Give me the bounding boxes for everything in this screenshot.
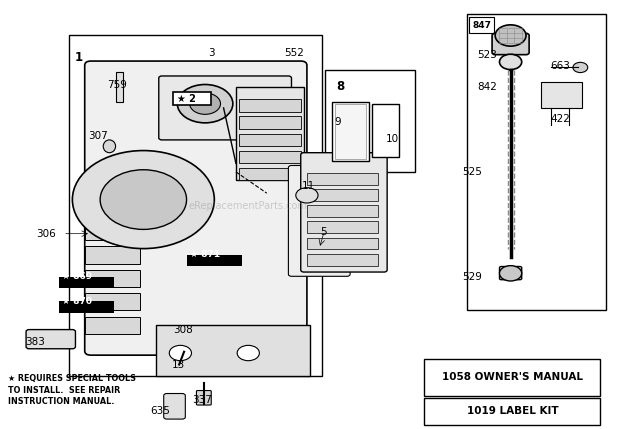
Bar [85,247,140,263]
Circle shape [379,143,394,154]
Bar [69,36,322,377]
Text: ★ 871: ★ 871 [190,250,219,259]
Circle shape [573,62,588,73]
Bar [541,82,582,108]
Text: 1: 1 [74,51,82,64]
Circle shape [177,85,233,123]
Bar [326,69,415,172]
Text: 525: 525 [463,167,482,177]
Text: 3: 3 [208,48,215,58]
Bar [239,151,301,163]
Circle shape [237,345,259,361]
Bar [469,17,494,33]
Text: 842: 842 [477,82,497,92]
Text: 523: 523 [477,50,497,60]
Bar [85,317,140,334]
Bar [307,189,378,201]
Text: 422: 422 [550,114,570,124]
Bar [467,14,606,311]
Text: 306: 306 [36,229,56,239]
Text: 10: 10 [386,133,399,144]
Bar [239,116,301,129]
Text: 11: 11 [302,181,316,190]
Circle shape [495,25,526,46]
FancyBboxPatch shape [164,393,185,419]
FancyBboxPatch shape [159,76,291,140]
Circle shape [169,345,192,361]
Text: 1058 OWNER'S MANUAL: 1058 OWNER'S MANUAL [442,372,583,382]
Bar [236,87,304,181]
Text: ★ REQUIRES SPECIAL TOOLS: ★ REQUIRES SPECIAL TOOLS [7,374,136,383]
Bar [307,221,378,233]
Circle shape [100,170,187,230]
Bar [173,92,211,105]
FancyBboxPatch shape [500,266,521,280]
FancyBboxPatch shape [301,153,387,272]
Bar [59,302,114,313]
Text: 529: 529 [463,272,482,282]
Bar [424,360,600,396]
Circle shape [500,266,521,281]
FancyBboxPatch shape [85,61,307,355]
FancyBboxPatch shape [288,166,350,276]
Bar [332,102,369,161]
Bar [335,104,366,159]
Text: TO INSTALL.  SEE REPAIR: TO INSTALL. SEE REPAIR [7,386,120,395]
Text: 552: 552 [285,48,304,58]
Bar [307,173,378,184]
Bar [85,270,140,287]
Text: 8: 8 [337,80,345,93]
Text: ★ 869: ★ 869 [62,272,92,281]
Text: 1019 LABEL KIT: 1019 LABEL KIT [467,406,558,417]
Bar [307,205,378,217]
Bar [85,223,140,240]
Bar [187,254,242,266]
Text: 383: 383 [25,337,45,347]
Text: ★ 870: ★ 870 [62,297,92,306]
Bar [115,72,123,102]
Bar [239,133,301,146]
Bar [239,100,301,112]
FancyBboxPatch shape [197,390,211,405]
Circle shape [500,54,521,69]
Text: 847: 847 [472,21,491,30]
Text: 635: 635 [151,405,170,416]
Circle shape [190,93,221,115]
FancyBboxPatch shape [492,33,529,54]
Text: 13: 13 [172,360,185,369]
Text: eReplacementParts.com: eReplacementParts.com [189,201,308,211]
Text: ★ 2: ★ 2 [177,94,195,104]
Circle shape [73,151,215,248]
Ellipse shape [104,140,115,153]
Bar [372,104,399,157]
Bar [239,168,301,181]
Text: 308: 308 [174,325,193,335]
Text: 5: 5 [321,227,327,236]
Bar [307,254,378,266]
Text: 759: 759 [107,79,127,90]
Circle shape [296,187,318,203]
Bar [424,398,600,426]
Bar [59,277,114,288]
Text: 9: 9 [334,117,341,127]
Bar [85,176,140,193]
Bar [85,199,140,217]
FancyBboxPatch shape [26,329,76,349]
Text: INSTRUCTION MANUAL.: INSTRUCTION MANUAL. [7,397,114,406]
Text: 663: 663 [550,61,570,71]
Bar [156,325,310,377]
Bar [307,238,378,249]
Text: 307: 307 [89,131,108,141]
Text: 337: 337 [192,395,212,405]
Bar [85,293,140,311]
